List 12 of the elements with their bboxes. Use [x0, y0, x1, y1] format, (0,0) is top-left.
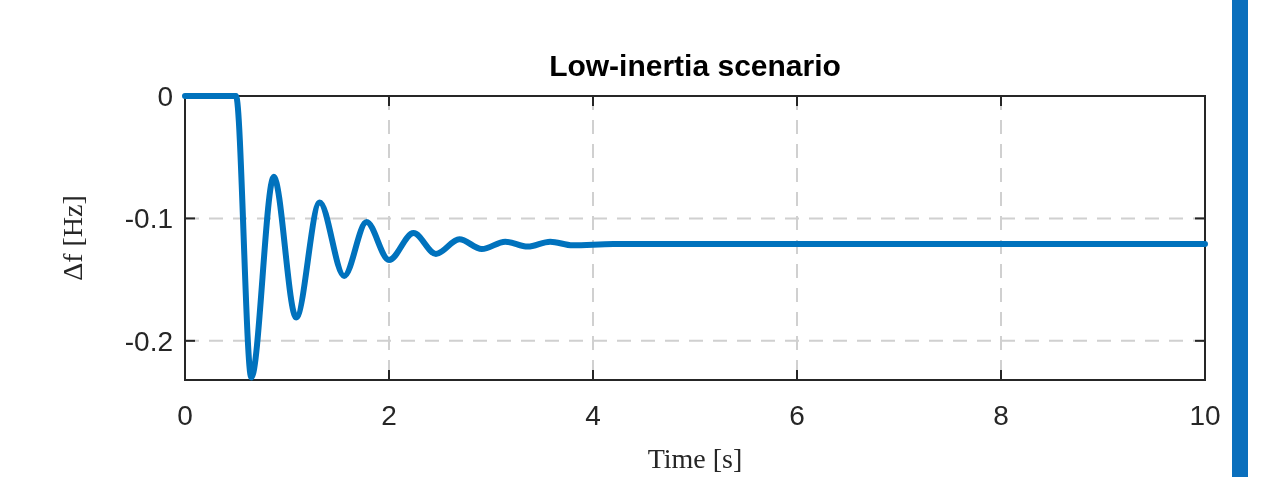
y-tick-label: -0.2	[124, 325, 173, 357]
x-tick-label: 6	[789, 400, 805, 431]
x-tick-label: 10	[1189, 400, 1221, 431]
y-axis-title: Δf [Hz]	[57, 195, 88, 281]
x-tick-label: 0	[177, 400, 193, 431]
y-tick-label: 0	[157, 81, 173, 112]
x-tick-label: 4	[585, 400, 601, 431]
x-tick-label: 8	[993, 400, 1009, 431]
y-tick-label: -0.1	[124, 203, 173, 235]
x-axis-title: Time [s]	[647, 443, 743, 474]
chart-title: Low-inertia scenario	[549, 49, 841, 82]
x-tick-label: 2	[381, 400, 397, 431]
